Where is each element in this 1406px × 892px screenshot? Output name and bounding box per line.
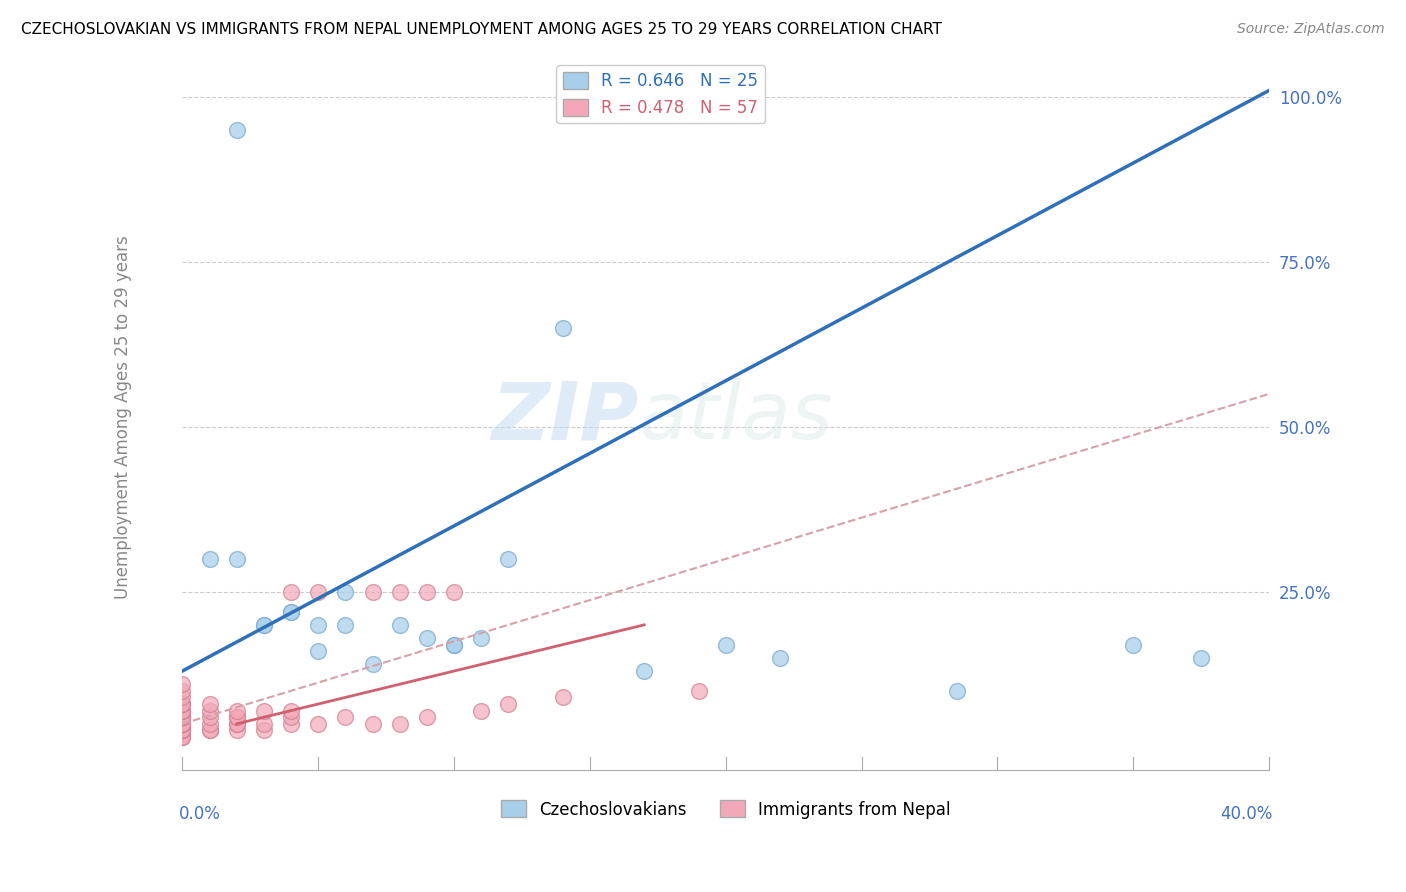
Point [388, 618, 411, 632]
Point [198, 552, 221, 566]
Point [172, 716, 194, 731]
Point [280, 605, 302, 619]
Point [280, 710, 302, 724]
Point [416, 585, 439, 599]
Point [172, 710, 194, 724]
Point [361, 716, 384, 731]
Point [416, 710, 439, 724]
Point [498, 552, 520, 566]
Point [172, 683, 194, 698]
Point [172, 730, 194, 744]
Point [335, 618, 357, 632]
Point [253, 618, 276, 632]
Point [443, 638, 465, 652]
Text: 0.0%: 0.0% [179, 805, 221, 823]
Legend: Czechoslovakians, Immigrants from Nepal: Czechoslovakians, Immigrants from Nepal [494, 794, 957, 825]
Point [307, 716, 329, 731]
Point [443, 585, 465, 599]
Point [633, 664, 655, 678]
Point [307, 644, 329, 658]
Point [172, 716, 194, 731]
Point [172, 730, 194, 744]
Point [172, 690, 194, 705]
Point [172, 723, 194, 738]
Point [172, 704, 194, 718]
Point [172, 697, 194, 711]
Point [361, 585, 384, 599]
Point [198, 704, 221, 718]
Point [198, 716, 221, 731]
Point [307, 618, 329, 632]
Point [253, 618, 276, 632]
Point [470, 704, 492, 718]
Point [253, 704, 276, 718]
Point [172, 710, 194, 724]
Point [225, 716, 247, 731]
Point [307, 585, 329, 599]
Point [172, 697, 194, 711]
Point [198, 710, 221, 724]
Point [280, 585, 302, 599]
Point [225, 704, 247, 718]
Point [172, 677, 194, 691]
Point [688, 683, 710, 698]
Point [388, 585, 411, 599]
Text: Source: ZipAtlas.com: Source: ZipAtlas.com [1237, 22, 1385, 37]
Point [225, 710, 247, 724]
Point [172, 710, 194, 724]
Point [172, 723, 194, 738]
Point [225, 716, 247, 731]
Point [225, 552, 247, 566]
Point [280, 716, 302, 731]
Point [172, 723, 194, 738]
Point [172, 697, 194, 711]
Text: CZECHOSLOVAKIAN VS IMMIGRANTS FROM NEPAL UNEMPLOYMENT AMONG AGES 25 TO 29 YEARS : CZECHOSLOVAKIAN VS IMMIGRANTS FROM NEPAL… [21, 22, 942, 37]
Text: Unemployment Among Ages 25 to 29 years: Unemployment Among Ages 25 to 29 years [114, 235, 132, 599]
Point [714, 638, 737, 652]
Text: atlas: atlas [638, 378, 834, 456]
Point [361, 657, 384, 672]
Point [172, 730, 194, 744]
Point [172, 704, 194, 718]
Point [388, 716, 411, 731]
Point [280, 605, 302, 619]
Point [1189, 650, 1212, 665]
Point [416, 631, 439, 645]
Point [225, 123, 247, 137]
Point [335, 585, 357, 599]
Point [198, 723, 221, 738]
Point [551, 321, 574, 335]
Point [551, 690, 574, 705]
Point [253, 723, 276, 738]
Point [225, 710, 247, 724]
Text: 40.0%: 40.0% [1220, 805, 1272, 823]
Point [498, 697, 520, 711]
Point [253, 716, 276, 731]
Point [172, 723, 194, 738]
Point [280, 704, 302, 718]
Point [1122, 638, 1144, 652]
Point [198, 723, 221, 738]
Point [443, 638, 465, 652]
Text: ZIP: ZIP [491, 378, 638, 456]
Point [172, 704, 194, 718]
Point [225, 723, 247, 738]
Point [470, 631, 492, 645]
Point [769, 650, 792, 665]
Point [172, 710, 194, 724]
Point [172, 716, 194, 731]
Point [945, 683, 967, 698]
Point [172, 710, 194, 724]
Point [335, 710, 357, 724]
Point [198, 697, 221, 711]
